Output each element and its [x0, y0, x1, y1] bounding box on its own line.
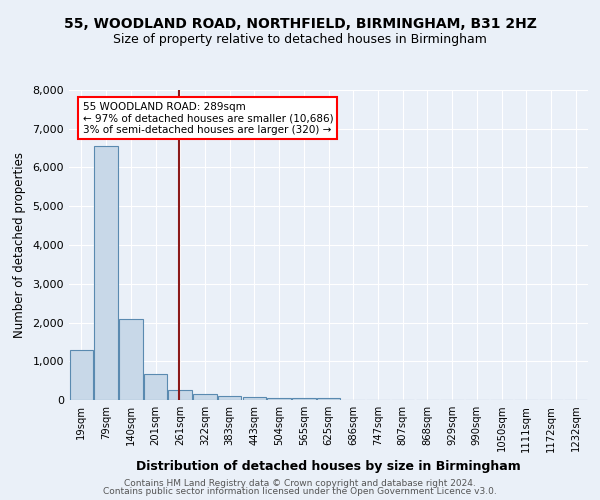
Bar [193, 394, 217, 400]
Bar [218, 396, 241, 400]
Bar [70, 350, 93, 400]
Bar [317, 398, 340, 400]
Text: Contains HM Land Registry data © Crown copyright and database right 2024.: Contains HM Land Registry data © Crown c… [124, 478, 476, 488]
Bar [169, 390, 192, 400]
Bar [144, 374, 167, 400]
Text: Size of property relative to detached houses in Birmingham: Size of property relative to detached ho… [113, 32, 487, 46]
Bar [268, 398, 291, 400]
Bar [119, 320, 143, 400]
Text: 55, WOODLAND ROAD, NORTHFIELD, BIRMINGHAM, B31 2HZ: 55, WOODLAND ROAD, NORTHFIELD, BIRMINGHA… [64, 18, 536, 32]
Text: 55 WOODLAND ROAD: 289sqm
← 97% of detached houses are smaller (10,686)
3% of sem: 55 WOODLAND ROAD: 289sqm ← 97% of detach… [83, 102, 333, 135]
Y-axis label: Number of detached properties: Number of detached properties [13, 152, 26, 338]
Bar [94, 146, 118, 400]
Bar [242, 398, 266, 400]
Bar [292, 398, 316, 400]
X-axis label: Distribution of detached houses by size in Birmingham: Distribution of detached houses by size … [136, 460, 521, 473]
Text: Contains public sector information licensed under the Open Government Licence v3: Contains public sector information licen… [103, 487, 497, 496]
